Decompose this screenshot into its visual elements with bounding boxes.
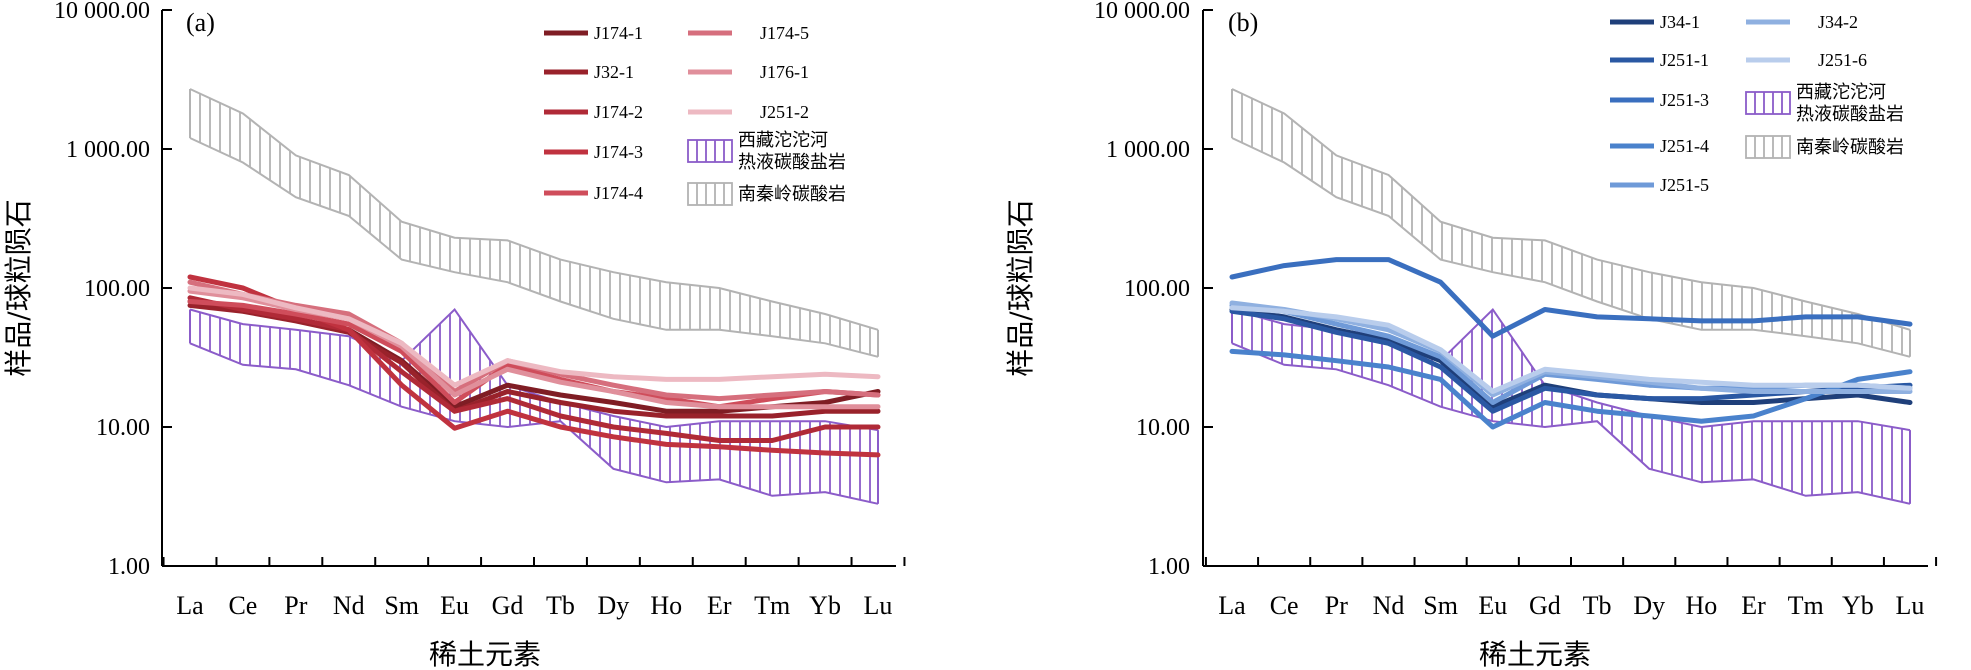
x-tick-label-yb: Yb <box>1842 591 1874 620</box>
x-tick-label-nd: Nd <box>1373 591 1405 620</box>
band-lower-edge <box>189 342 879 505</box>
x-tick-label-sm: Sm <box>384 591 419 620</box>
legend-label-j174-1: J174-1 <box>594 23 643 43</box>
series-line-j251-2 <box>187 285 881 388</box>
legend-label-j34-1: J34-1 <box>1660 12 1700 32</box>
band-upper-edge <box>1231 88 1911 331</box>
x-tick-label-tm: Tm <box>754 591 790 620</box>
x-tick-label-pr: Pr <box>1325 591 1348 620</box>
x-tick-label-ce: Ce <box>228 591 257 620</box>
legend-label-j251-1: J251-1 <box>1660 50 1709 70</box>
band-upper-edge <box>189 307 879 432</box>
legend-label-j251-2: J251-2 <box>760 102 809 122</box>
x-tick-label-tb: Tb <box>1583 591 1612 620</box>
legend-label-j251-4: J251-4 <box>1660 136 1709 156</box>
y-axis-title: 样品/球粒陨石 <box>1004 199 1037 376</box>
x-tick-label-lu: Lu <box>1896 591 1925 620</box>
y-tick-label: 1.00 <box>1148 554 1190 580</box>
legend-band-label: 南秦岭碳酸岩 <box>738 184 846 205</box>
legend-band-label: 西藏沱沱河 <box>738 130 828 151</box>
x-tick-label-gd: Gd <box>1529 591 1561 620</box>
series-line-j174-2 <box>187 295 881 443</box>
band-upper-edge <box>189 88 879 331</box>
legend-label-j251-5: J251-5 <box>1660 175 1709 195</box>
band-lower-edge <box>189 137 879 358</box>
series-line-j174-5 <box>187 279 881 402</box>
y-tick-label: 10 000.00 <box>1094 0 1190 24</box>
x-tick-label-er: Er <box>1741 591 1766 620</box>
y-tick-label: 100.00 <box>84 276 150 302</box>
legend-label-j174-2: J174-2 <box>594 102 643 122</box>
legend-label-j174-5: J174-5 <box>760 23 809 43</box>
legend-band-swatch <box>1745 91 1791 115</box>
x-tick-label-la: La <box>1218 591 1246 620</box>
panel-label: (b) <box>1228 8 1258 37</box>
x-tick-label-lu: Lu <box>864 591 893 620</box>
x-tick-label-eu: Eu <box>1478 591 1507 620</box>
x-tick-label-pr: Pr <box>284 591 307 620</box>
legend-label-j251-3: J251-3 <box>1660 90 1709 110</box>
y-tick-label: 10.00 <box>1136 415 1190 441</box>
x-tick-label-sm: Sm <box>1423 591 1458 620</box>
legend-band-swatch <box>687 139 733 163</box>
legend-label-j174-3: J174-3 <box>594 142 643 162</box>
legend-label-j251-6: J251-6 <box>1818 50 1867 70</box>
legend-band-swatch <box>687 182 733 206</box>
x-tick-label-yb: Yb <box>809 591 841 620</box>
x-tick-label-eu: Eu <box>440 591 469 620</box>
x-tick-label-ho: Ho <box>650 591 682 620</box>
x-tick-label-ce: Ce <box>1270 591 1299 620</box>
y-tick-label: 100.00 <box>1124 276 1190 302</box>
y-axis-title: 样品/球粒陨石 <box>2 199 35 376</box>
y-tick-label: 10.00 <box>96 415 150 441</box>
x-axis-title: 稀土元素 <box>429 638 541 670</box>
x-tick-label-nd: Nd <box>333 591 365 620</box>
x-tick-label-dy: Dy <box>1633 591 1665 620</box>
legend-label-j34-2: J34-2 <box>1818 12 1858 32</box>
panel-label: (a) <box>186 8 215 37</box>
x-tick-label-tb: Tb <box>546 591 575 620</box>
panel-b-chart: 1.00 10.00 100.00 1 000.00 10 000.00 La Ce Pr Nd… <box>1004 0 1938 670</box>
legend-label-j32-1: J32-1 <box>594 62 634 82</box>
legend-band-swatch <box>1745 135 1791 159</box>
x-tick-label-la: La <box>176 591 204 620</box>
legend-label-j174-4: J174-4 <box>594 183 643 203</box>
x-tick-label-gd: Gd <box>492 591 524 620</box>
x-tick-label-ho: Ho <box>1685 591 1717 620</box>
series-line-j251-4 <box>1229 348 1913 430</box>
legend: J34-1 J251-1 J251-3 J251-4 J251-5 J34-2 J251-6… <box>1610 12 1904 195</box>
series-line-j251-6 <box>1229 305 1913 394</box>
band-lower-edge <box>1231 342 1911 505</box>
x-axis-title: 稀土元素 <box>1479 638 1591 670</box>
x-tick-label-er: Er <box>707 591 732 620</box>
legend-band-label: 热液碳酸盐岩 <box>1796 104 1904 125</box>
x-tick-label-dy: Dy <box>597 591 629 620</box>
panel-a-chart: 1.00 10.00 100.00 1 000.00 10 000.00 La Ce Pr Nd… <box>2 0 906 670</box>
legend-band-label: 热液碳酸盐岩 <box>738 152 846 173</box>
series-line-j174-4 <box>187 299 881 410</box>
legend-label-j176-1: J176-1 <box>760 62 809 82</box>
y-tick-label: 1.00 <box>108 554 150 580</box>
band-south-qinling <box>1231 88 1911 358</box>
band-south-qinling <box>189 88 879 358</box>
legend-band-label: 西藏沱沱河 <box>1796 82 1886 103</box>
legend: J174-1 J32-1 J174-2 J174-3 J174-4 J174-5 J176-… <box>544 23 846 206</box>
band-lower-edge <box>1231 137 1911 358</box>
x-tick-label-tm: Tm <box>1788 591 1824 620</box>
y-tick-label: 1 000.00 <box>66 137 150 163</box>
series-line-j251-3 <box>1229 257 1913 339</box>
legend-band-label: 南秦岭碳酸岩 <box>1796 137 1904 158</box>
y-tick-label: 10 000.00 <box>54 0 150 24</box>
y-tick-label: 1 000.00 <box>1106 137 1190 163</box>
